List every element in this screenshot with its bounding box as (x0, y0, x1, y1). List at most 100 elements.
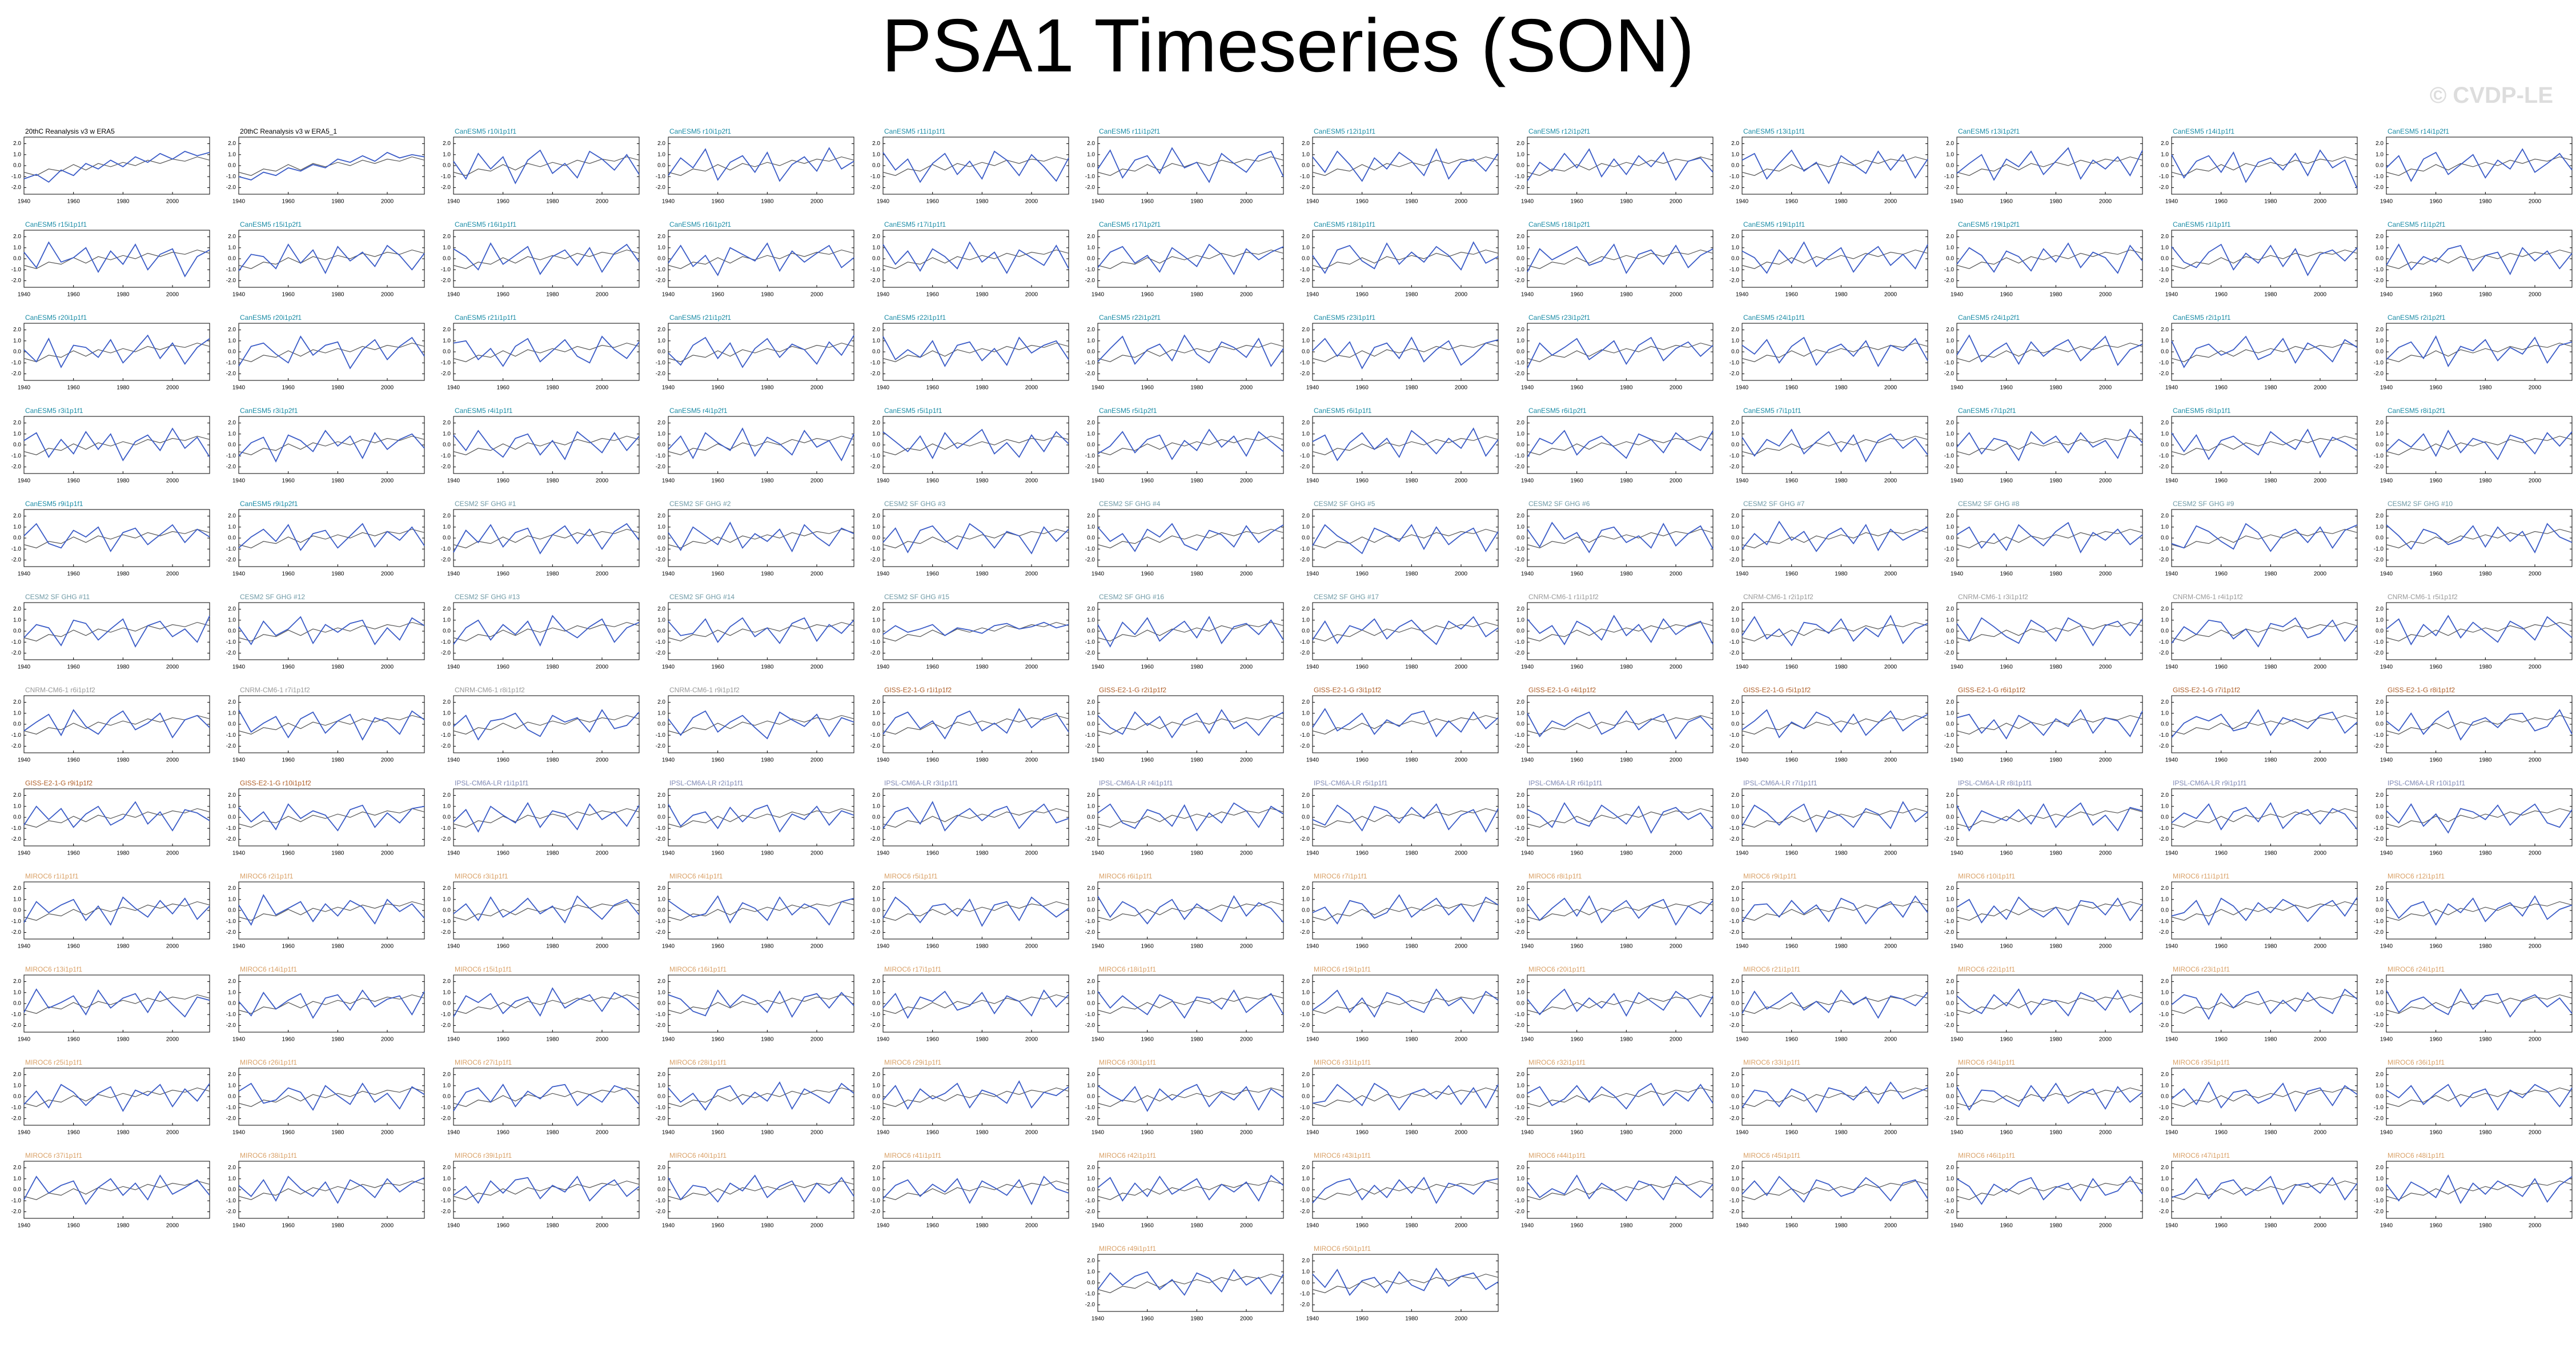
y-tick-label: 2.0 (13, 699, 21, 705)
reference-line (668, 994, 854, 1014)
y-tick-label: 1.0 (1731, 1082, 1739, 1089)
y-tick-label: 0.0 (1302, 721, 1310, 728)
y-tick-label: 1.0 (872, 989, 880, 996)
y-tick-label: -1.0 (2374, 1105, 2384, 1111)
reference-line (23, 528, 210, 548)
y-tick-label: 1.0 (872, 524, 880, 530)
y-tick-label: 0.0 (2376, 349, 2384, 355)
y-tick-label: -2.0 (656, 650, 666, 656)
panel-title: MIROC6 r13i1p1f1 (25, 965, 82, 973)
y-tick-label: 1.0 (2376, 896, 2384, 902)
reference-line (238, 621, 425, 641)
y-tick-label: 0.0 (1946, 628, 1954, 635)
y-tick-label: -1.0 (2159, 639, 2169, 645)
y-tick-label: 0.0 (872, 163, 880, 169)
y-tick-label: 2.0 (1516, 513, 1524, 519)
y-tick-label: 0.0 (1302, 908, 1310, 914)
y-tick-label: -2.0 (226, 278, 236, 284)
series-line (2386, 803, 2573, 834)
reference-line (1527, 1180, 1714, 1200)
panel-title: CanESM5 r1i1p2f1 (2388, 220, 2446, 228)
y-tick-label: -2.0 (1730, 1116, 1740, 1122)
y-tick-label: 2.0 (2161, 606, 2169, 612)
panel-title: CanESM5 r19i1p1f1 (1743, 220, 1805, 228)
y-tick-label: 0.0 (2161, 535, 2169, 541)
x-tick-label: 1940 (1306, 571, 1319, 577)
panel-title: MIROC6 r16i1p1f1 (669, 965, 727, 973)
y-tick-label: 1.0 (1302, 1269, 1310, 1275)
series-line (1097, 989, 1284, 1019)
x-tick-label: 1960 (1571, 292, 1584, 298)
y-tick-label: 0.0 (228, 163, 236, 169)
reference-line (238, 994, 425, 1014)
x-tick-label: 1980 (1190, 385, 1203, 391)
x-tick-label: 2000 (2099, 571, 2112, 577)
series-line (453, 615, 640, 647)
x-tick-label: 1940 (1951, 199, 1964, 205)
x-tick-label: 2000 (1884, 571, 1897, 577)
reference-line (1097, 715, 1284, 735)
x-tick-label: 2000 (2314, 1037, 2327, 1043)
x-tick-label: 2000 (1884, 664, 1897, 671)
x-tick-label: 1980 (1620, 757, 1633, 764)
panel-title: CanESM5 r11i1p1f1 (884, 127, 946, 135)
y-tick-label: -2.0 (1944, 557, 1955, 563)
x-tick-label: 1960 (926, 385, 940, 391)
y-tick-label: 0.0 (657, 628, 665, 635)
y-tick-label: 0.0 (2376, 721, 2384, 728)
y-tick-label: -2.0 (1085, 836, 1096, 842)
y-tick-label: -2.0 (870, 557, 881, 563)
series-line (453, 1176, 640, 1204)
y-tick-label: 2.0 (13, 327, 21, 333)
x-tick-label: 1940 (232, 850, 246, 857)
y-tick-label: 2.0 (2161, 978, 2169, 985)
y-tick-label: 2.0 (657, 978, 665, 985)
x-tick-label: 1960 (497, 292, 510, 298)
y-tick-label: 1.0 (872, 338, 880, 344)
x-tick-label: 1940 (1521, 292, 1534, 298)
x-tick-label: 1940 (877, 1130, 890, 1136)
reference-line (1742, 1180, 1928, 1200)
y-tick-label: 1.0 (2376, 524, 2384, 530)
x-tick-label: 1980 (976, 850, 989, 857)
panel-title: MIROC6 r8i1p1f1 (1528, 872, 1582, 880)
y-tick-label: -2.0 (1944, 464, 1955, 470)
y-tick-label: 0.0 (1087, 256, 1095, 262)
y-tick-label: 0.0 (1087, 1187, 1095, 1193)
x-tick-label: 1980 (761, 571, 774, 577)
series-line (2386, 243, 2573, 275)
y-tick-label: -1.0 (441, 267, 451, 273)
y-tick-label: -1.0 (1085, 1105, 1096, 1111)
y-tick-label: 1.0 (443, 710, 451, 716)
x-tick-label: 1980 (1190, 199, 1203, 205)
y-tick-label: 0.0 (1087, 628, 1095, 635)
x-tick-label: 1960 (1571, 850, 1584, 857)
panel-title: MIROC6 r27i1p1f1 (455, 1058, 512, 1066)
series-line (238, 1176, 425, 1204)
y-tick-label: -1.0 (2374, 1012, 2384, 1018)
reference-line (1742, 249, 1928, 269)
y-tick-label: -2.0 (2374, 1209, 2384, 1215)
y-tick-label: -1.0 (11, 546, 22, 552)
panel-title: IPSL-CM6A-LR r8i1p1f1 (1958, 779, 2032, 787)
y-tick-label: 2.0 (872, 420, 880, 426)
y-tick-label: -2.0 (1944, 1116, 1955, 1122)
y-tick-label: 1.0 (1946, 151, 1954, 158)
y-tick-label: 2.0 (2376, 141, 2384, 147)
y-tick-label: -1.0 (656, 360, 666, 366)
x-tick-label: 1980 (546, 1130, 559, 1136)
y-tick-label: 0.0 (443, 1001, 451, 1007)
x-tick-label: 2000 (1240, 292, 1253, 298)
series-line (1312, 1267, 1499, 1296)
y-tick-label: 1.0 (1731, 1176, 1739, 1182)
y-tick-label: -1.0 (1085, 174, 1096, 180)
y-tick-label: 2.0 (13, 978, 21, 985)
x-tick-label: 2000 (2529, 944, 2542, 950)
series-line (1956, 1176, 2143, 1205)
y-tick-label: -2.0 (1300, 184, 1310, 191)
y-tick-label: 2.0 (1946, 699, 1954, 705)
y-tick-label: 1.0 (2161, 338, 2169, 344)
y-tick-label: -2.0 (11, 1116, 22, 1122)
y-tick-label: -2.0 (226, 371, 236, 377)
panel-title: MIROC6 r38i1p1f1 (240, 1152, 297, 1160)
